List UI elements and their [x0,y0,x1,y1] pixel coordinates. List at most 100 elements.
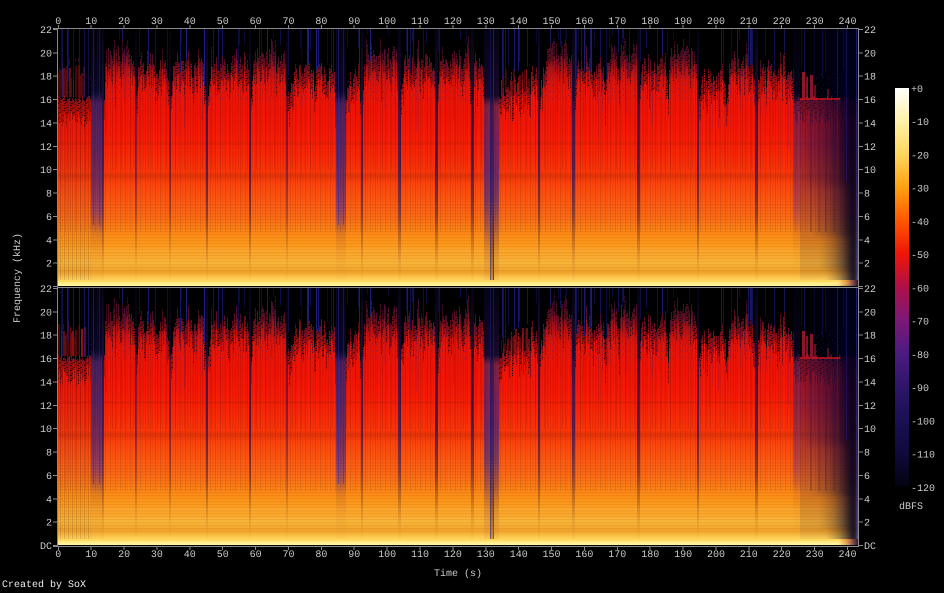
svg-text:10: 10 [864,166,876,177]
svg-text:6: 6 [864,213,870,224]
svg-text:10: 10 [40,425,52,436]
svg-text:110: 110 [411,550,429,561]
svg-text:22: 22 [864,285,876,296]
svg-text:12: 12 [40,143,52,154]
svg-text:200: 200 [707,17,725,28]
svg-text:-40: -40 [911,218,929,229]
svg-text:30: 30 [151,550,163,561]
svg-text:200: 200 [707,550,725,561]
svg-text:90: 90 [348,550,360,561]
svg-text:100: 100 [378,550,396,561]
svg-text:20: 20 [40,49,52,60]
svg-text:4: 4 [864,495,870,506]
svg-text:+0: +0 [911,85,923,96]
svg-text:22: 22 [40,285,52,296]
svg-text:16: 16 [40,96,52,107]
svg-text:80: 80 [315,17,327,28]
svg-text:12: 12 [864,143,876,154]
svg-text:190: 190 [674,550,692,561]
svg-text:22: 22 [40,26,52,37]
svg-text:Created by SoX: Created by SoX [2,579,86,591]
svg-text:18: 18 [40,73,52,84]
svg-text:130: 130 [477,550,495,561]
svg-text:10: 10 [85,550,97,561]
svg-text:14: 14 [864,120,876,131]
svg-text:16: 16 [864,96,876,107]
svg-text:180: 180 [641,550,659,561]
svg-text:240: 240 [838,550,856,561]
svg-text:210: 210 [740,550,758,561]
svg-text:DC: DC [864,542,876,553]
svg-text:60: 60 [250,550,262,561]
svg-text:8: 8 [864,190,870,201]
svg-text:40: 40 [184,17,196,28]
svg-text:20: 20 [118,550,130,561]
svg-text:100: 100 [378,17,396,28]
svg-text:50: 50 [217,17,229,28]
svg-text:22: 22 [864,26,876,37]
svg-text:190: 190 [674,17,692,28]
svg-text:10: 10 [864,425,876,436]
svg-text:12: 12 [40,402,52,413]
svg-text:80: 80 [315,550,327,561]
svg-text:110: 110 [411,17,429,28]
svg-text:-90: -90 [911,384,929,395]
svg-text:DC: DC [40,542,52,553]
svg-text:Time (s): Time (s) [434,568,482,580]
svg-text:170: 170 [608,550,626,561]
svg-text:14: 14 [40,120,52,131]
svg-text:2: 2 [46,260,52,271]
svg-text:8: 8 [864,449,870,460]
svg-text:12: 12 [864,402,876,413]
svg-text:-20: -20 [911,151,929,162]
svg-text:160: 160 [575,550,593,561]
svg-text:dBFS: dBFS [899,501,923,513]
svg-text:4: 4 [46,495,52,506]
svg-text:160: 160 [575,17,593,28]
svg-text:16: 16 [40,355,52,366]
svg-text:-50: -50 [911,251,929,262]
svg-text:4: 4 [864,236,870,247]
svg-text:2: 2 [864,519,870,530]
svg-text:70: 70 [282,550,294,561]
svg-text:8: 8 [46,449,52,460]
svg-text:230: 230 [806,17,824,28]
svg-text:4: 4 [46,236,52,247]
svg-text:0: 0 [55,550,61,561]
svg-text:150: 150 [542,17,560,28]
svg-text:0: 0 [55,17,61,28]
svg-text:40: 40 [184,550,196,561]
svg-text:220: 220 [773,550,791,561]
svg-text:140: 140 [510,550,528,561]
svg-text:90: 90 [348,17,360,28]
svg-text:20: 20 [864,49,876,60]
svg-text:50: 50 [217,550,229,561]
svg-text:180: 180 [641,17,659,28]
svg-text:Frequency (kHz): Frequency (kHz) [12,233,24,323]
svg-text:-30: -30 [911,185,929,196]
svg-text:20: 20 [864,308,876,319]
svg-text:150: 150 [542,550,560,561]
svg-text:-60: -60 [911,284,929,295]
svg-text:10: 10 [85,17,97,28]
svg-text:18: 18 [40,332,52,343]
svg-text:60: 60 [250,17,262,28]
svg-text:6: 6 [46,213,52,224]
svg-text:-120: -120 [911,484,935,495]
svg-text:18: 18 [864,73,876,84]
svg-text:14: 14 [40,379,52,390]
svg-text:-110: -110 [911,451,935,462]
svg-text:16: 16 [864,355,876,366]
svg-text:130: 130 [477,17,495,28]
svg-text:30: 30 [151,17,163,28]
svg-text:-100: -100 [911,417,935,428]
svg-text:2: 2 [46,519,52,530]
svg-text:20: 20 [40,308,52,319]
svg-text:-10: -10 [911,118,929,129]
svg-text:6: 6 [864,472,870,483]
svg-text:210: 210 [740,17,758,28]
svg-text:-70: -70 [911,318,929,329]
svg-text:70: 70 [282,17,294,28]
svg-text:6: 6 [46,472,52,483]
svg-text:120: 120 [444,17,462,28]
